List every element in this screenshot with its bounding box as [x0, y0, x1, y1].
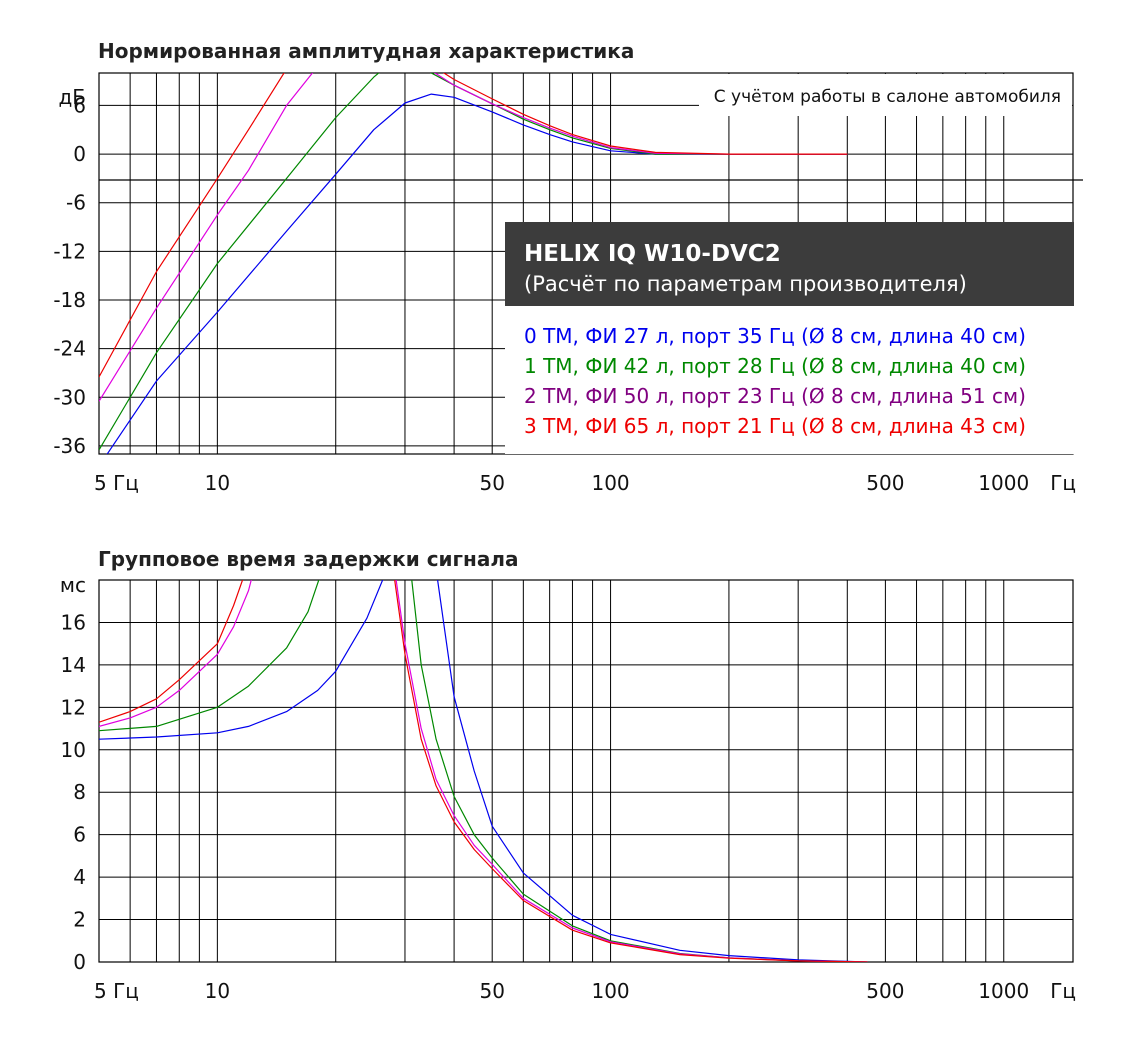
legend: HELIX IQ W10-DVC2 (Расчёт по параметрам …: [505, 222, 1074, 454]
legend-header: [505, 222, 1074, 306]
y-tick-label: 12: [61, 695, 86, 719]
group-delay-chart: Групповое время задержки сигнала мс 16 14…: [60, 547, 1076, 1003]
legend-entry: 3 ТМ, ФИ 65 л, порт 21 Гц (Ø 8 см, длина…: [524, 414, 1026, 438]
x-tick-label: 10: [205, 979, 230, 1003]
y-tick-label: -36: [53, 434, 86, 458]
group-delay-frame: [98, 579, 1074, 963]
group-delay-series: [99, 580, 868, 962]
y-tick-label: 10: [61, 738, 86, 762]
legend-entries: 0 ТМ, ФИ 27 л, порт 35 Гц (Ø 8 см, длина…: [524, 324, 1026, 438]
annotation-box: [699, 74, 1072, 116]
x-tick-label: 500: [866, 979, 904, 1003]
series-line-2: [99, 580, 868, 962]
amplitude-x-ticks: 5 Гц 10 50 100 500 1000 Гц: [94, 471, 1076, 495]
amplitude-chart: Нормированная амплитудная характеристика…: [53, 39, 1083, 495]
y-tick-label: -18: [53, 288, 86, 312]
y-tick-label: 2: [73, 908, 86, 932]
series-line-3: [99, 73, 848, 378]
y-tick-label: 14: [61, 653, 86, 677]
series-line-1: [99, 73, 848, 451]
series-line-3: [99, 580, 868, 962]
x-tick-label: 10: [205, 471, 230, 495]
x-tick-label: 5 Гц: [94, 979, 139, 1003]
x-tick-label: 5 Гц: [94, 471, 139, 495]
x-tick-label: 100: [591, 471, 629, 495]
x-unit-label: Гц: [1050, 979, 1076, 1003]
y-tick-label: 8: [73, 780, 86, 804]
y-tick-label: -12: [53, 239, 86, 263]
amplitude-y-ticks: 6 0 -6 -12 -18 -24 -30 -36: [53, 93, 86, 457]
series-line-0: [99, 580, 868, 962]
x-tick-label: 50: [479, 471, 504, 495]
group-delay-title: Групповое время задержки сигнала: [98, 547, 518, 571]
x-unit-label: Гц: [1050, 471, 1076, 495]
legend-title: HELIX IQ W10-DVC2: [524, 241, 781, 267]
x-tick-label: 1000: [978, 471, 1029, 495]
legend-entry: 0 ТМ, ФИ 27 л, порт 35 Гц (Ø 8 см, длина…: [524, 324, 1026, 348]
y-tick-label: 16: [61, 610, 86, 634]
y-tick-label: 6: [73, 823, 86, 847]
x-tick-label: 1000: [978, 979, 1029, 1003]
group-delay-y-ticks: 16 14 12 10 8 6 4 2 0: [61, 610, 86, 974]
group-delay-plot-area: [99, 580, 1073, 962]
series-line-1: [99, 580, 868, 962]
amplitude-series: [99, 73, 848, 454]
x-tick-label: 500: [866, 471, 904, 495]
group-delay-ylabel: мс: [60, 573, 86, 597]
annotation-text: С учётом работы в салоне автомобиля: [714, 87, 1061, 107]
y-tick-label: -24: [53, 337, 86, 361]
x-tick-label: 100: [591, 979, 629, 1003]
y-tick-label: 4: [73, 865, 86, 889]
y-tick-label: 6: [73, 93, 86, 117]
y-tick-label: -30: [53, 385, 86, 409]
x-tick-label: 50: [479, 979, 504, 1003]
amplitude-ylabel: дБ: [58, 85, 86, 109]
legend-body: [505, 306, 1074, 454]
legend-entry: 1 ТМ, ФИ 42 л, порт 28 Гц (Ø 8 см, длина…: [524, 354, 1026, 378]
legend-entry: 2 ТМ, ФИ 50 л, порт 23 Гц (Ø 8 см, длина…: [524, 384, 1026, 408]
y-tick-label: 0: [73, 142, 86, 166]
amplitude-title: Нормированная амплитудная характеристика: [98, 39, 634, 63]
legend-subtitle: (Расчёт по параметрам производителя): [524, 272, 967, 296]
y-tick-label: 0: [73, 950, 86, 974]
series-line-2: [99, 73, 848, 402]
group-delay-x-ticks: 5 Гц 10 50 100 500 1000 Гц: [94, 979, 1076, 1003]
y-tick-label: -6: [66, 191, 86, 215]
series-line-0: [106, 93, 848, 454]
